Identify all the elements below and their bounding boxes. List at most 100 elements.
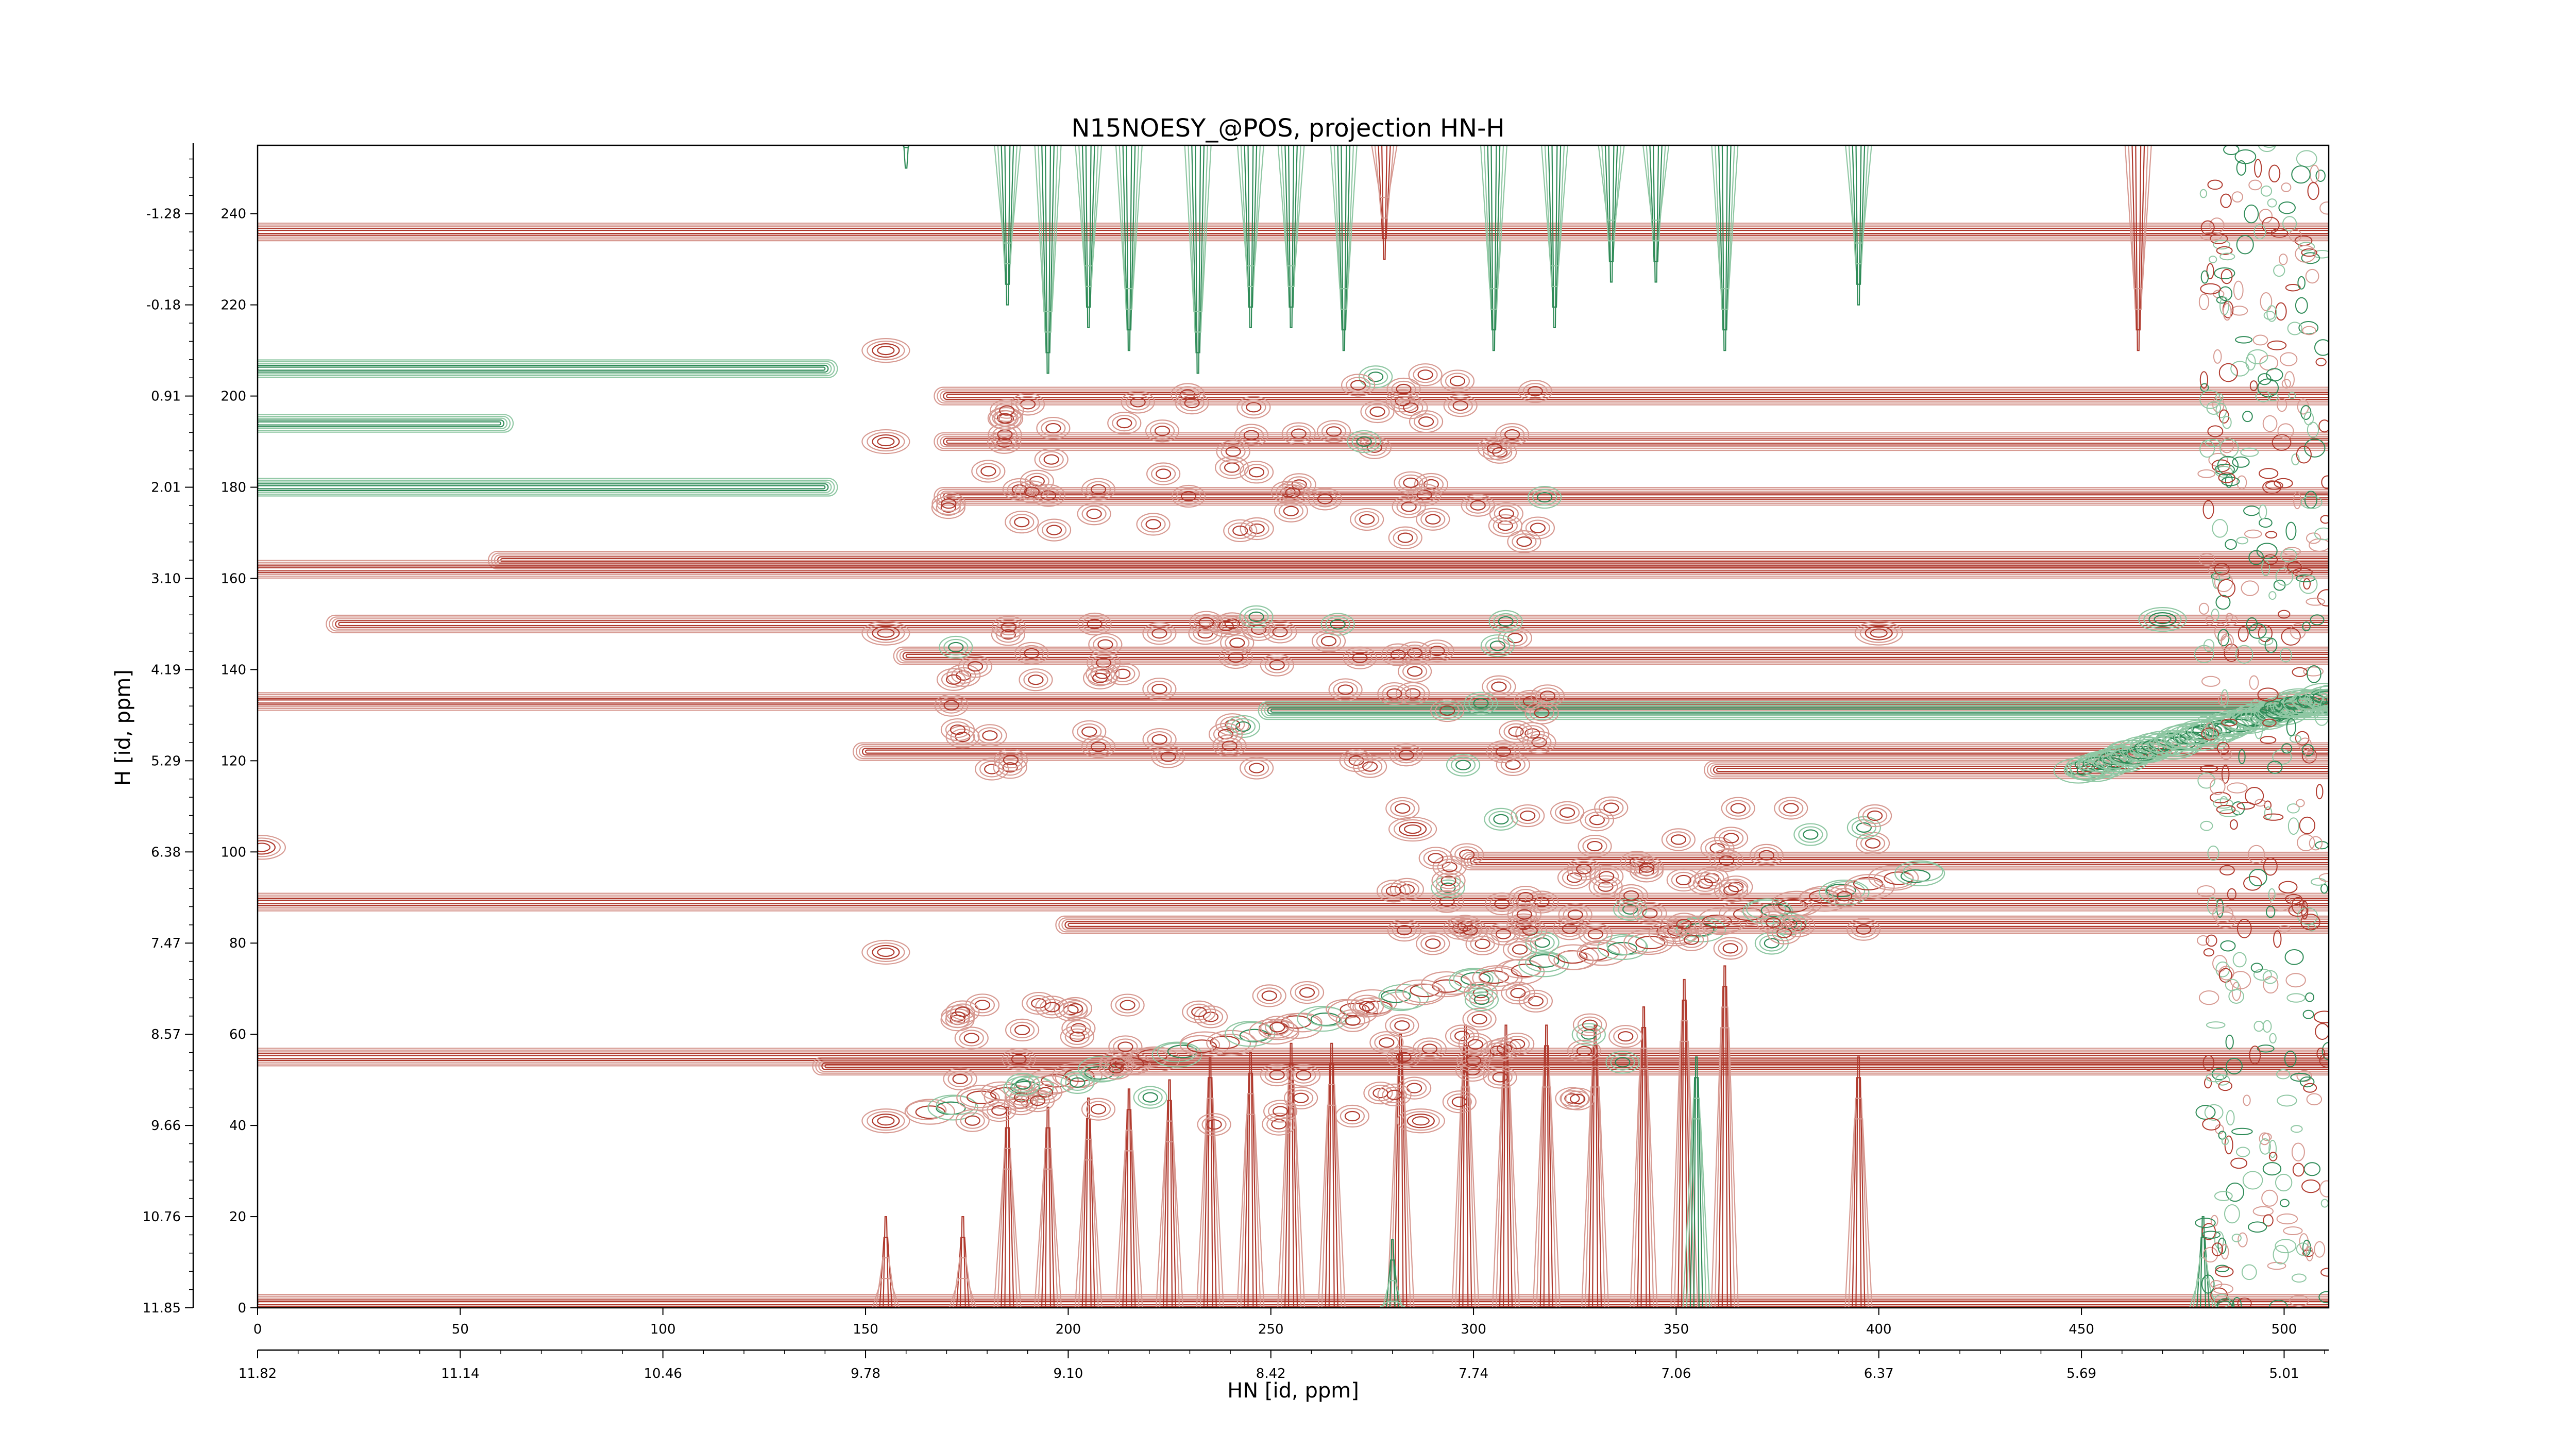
noise-contour [2309, 836, 2323, 851]
diagonal-peak-contour [1187, 1039, 1217, 1053]
peak-contour [1041, 419, 1066, 437]
horizontal-band [934, 432, 2329, 451]
noise-contour [2235, 1147, 2250, 1157]
noise-contour [2253, 224, 2266, 240]
diagonal-peak-contour [1635, 935, 1666, 950]
peak-contour [1396, 925, 1412, 936]
diagonal-peak-contour [915, 1105, 945, 1119]
spike-contour [1244, 145, 1258, 308]
spike-contour [1451, 1086, 1480, 1308]
noise-contour [2214, 563, 2230, 576]
peak-contour [1567, 1039, 1602, 1063]
peak-contour [1407, 483, 1442, 507]
noise-contour [2263, 813, 2284, 821]
peak-contour [1571, 1023, 1606, 1046]
peak-contour [1034, 448, 1069, 471]
noise-contour [2295, 731, 2310, 746]
peak-contour [1501, 982, 1535, 1005]
spike-contour [1721, 145, 1728, 351]
peak-contour [945, 674, 962, 685]
peak-contour [1458, 922, 1483, 939]
noise-contour [2254, 159, 2262, 178]
noise-contour [2277, 1094, 2297, 1107]
noise-contour [2213, 240, 2230, 250]
horizontal-band [852, 742, 2329, 761]
peak-contour [1389, 878, 1424, 901]
peak-contour [1862, 807, 1888, 824]
peak-contour [1489, 641, 1505, 651]
spike-contour [1637, 1026, 1651, 1308]
peak-contour [1559, 807, 1575, 818]
noise-contour [2259, 468, 2279, 479]
spike-contour [1855, 145, 1862, 306]
peak-contour [1090, 484, 1107, 495]
peak-contour [1570, 1093, 1586, 1104]
noise-contour [2264, 700, 2284, 713]
vertical-band [1630, 1006, 1658, 1308]
peak-contour [967, 661, 984, 672]
noise-contour [2229, 819, 2238, 830]
noise-contour [2262, 415, 2278, 432]
peak-contour [1175, 392, 1209, 415]
peak-contour [1395, 803, 1411, 814]
peak-contour [1754, 847, 1779, 864]
peak-contour [1235, 721, 1251, 732]
peak-contour [1516, 909, 1532, 920]
peak-contour [1263, 620, 1297, 644]
peak-contour [1507, 633, 1523, 644]
x-ppm-tick-label: 9.10 [1053, 1366, 1083, 1381]
peak-contour [1503, 723, 1529, 740]
noise-contour [2290, 734, 2301, 743]
peak-contour [1562, 869, 1587, 886]
noise-contour [2262, 970, 2278, 984]
spike-contour [1394, 1054, 1408, 1308]
peak-contour [1721, 797, 1755, 820]
peak-contour [1014, 480, 1049, 503]
noise-contour [2254, 719, 2263, 739]
noise-contour [2259, 1132, 2270, 1145]
peak-contour [1136, 513, 1171, 536]
noise-contour [2218, 363, 2238, 382]
spike-contour [1118, 1130, 1140, 1308]
peak-contour [258, 837, 281, 857]
noise-contour [2219, 252, 2235, 261]
noise-contour [2236, 919, 2252, 938]
peak-contour [1264, 656, 1290, 673]
peak-contour [1246, 621, 1272, 638]
vertical-band [1155, 1079, 1184, 1308]
peak-contour [1317, 494, 1333, 504]
noise-contour [2221, 1137, 2229, 1145]
peak-contour [1031, 484, 1066, 507]
peak-contour [1028, 675, 1044, 685]
noise-contour [2296, 446, 2312, 464]
noise-contour [2286, 718, 2296, 736]
noise-contour [2216, 742, 2230, 755]
peak-contour [1758, 850, 1774, 861]
peak-contour [1488, 610, 1523, 633]
peak-contour [1454, 1031, 1470, 1041]
spike-contour [1341, 145, 1347, 351]
noise-contour [2313, 1010, 2329, 1023]
peak-contour [1147, 681, 1172, 698]
peak-contour [1320, 636, 1337, 647]
spike-contour [1337, 145, 1351, 331]
peak-contour [1531, 737, 1547, 748]
band-contour [258, 483, 829, 492]
peak-contour [1386, 1089, 1402, 1100]
spike-contour [1126, 145, 1132, 351]
peak-contour [1412, 1116, 1430, 1126]
peak-contour [959, 1030, 984, 1047]
peak-contour [1107, 411, 1142, 435]
peak-contour [1558, 903, 1592, 926]
band-contour [1706, 762, 2329, 778]
noise-contour [2249, 675, 2259, 690]
peak-contour [1493, 814, 1509, 824]
noise-contour [2207, 845, 2219, 861]
peak-contour [1495, 746, 1512, 757]
peak-contour [1578, 834, 1612, 858]
noise-contour [2263, 857, 2278, 876]
peak-contour [1040, 999, 1065, 1016]
peak-contour [1412, 1037, 1447, 1060]
noise-contour [2299, 1076, 2315, 1088]
noise-contour [2268, 888, 2276, 901]
